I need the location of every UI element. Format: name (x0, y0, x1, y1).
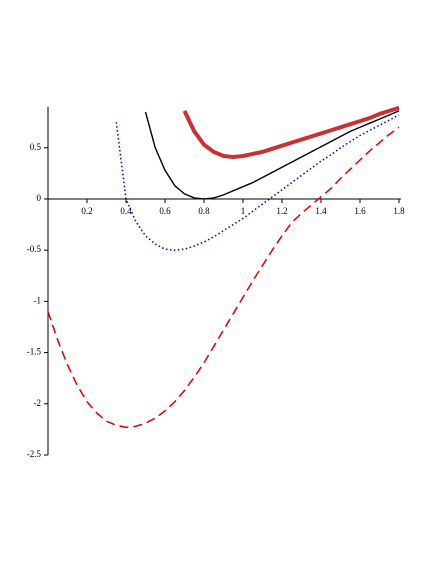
series-line (115, 114, 400, 251)
y-tick-label: -0.5 (27, 244, 42, 254)
y-tick-label: -2 (34, 398, 42, 408)
x-tick-label: 0.2 (81, 206, 92, 216)
y-tick-label: 0.5 (30, 142, 42, 152)
series-line (47, 126, 400, 429)
x-tick-label: 0.6 (159, 206, 171, 216)
x-tick-label: 1.6 (354, 206, 366, 216)
x-tick-label: 1.4 (315, 206, 327, 216)
x-tick-label: 0.4 (120, 206, 132, 216)
x-tick-label: 1 (241, 206, 246, 216)
y-tick-label: -2.5 (27, 449, 42, 459)
x-tick-label: 1.8 (393, 206, 405, 216)
y-tick-label: 0 (37, 193, 42, 203)
y-tick-label: -1 (34, 295, 42, 305)
x-tick-label: 0.8 (198, 206, 210, 216)
y-tick-label: -1.5 (27, 347, 42, 357)
x-tick-label: 1.2 (276, 206, 287, 216)
series-line (144, 110, 400, 200)
series-line (182, 105, 400, 159)
